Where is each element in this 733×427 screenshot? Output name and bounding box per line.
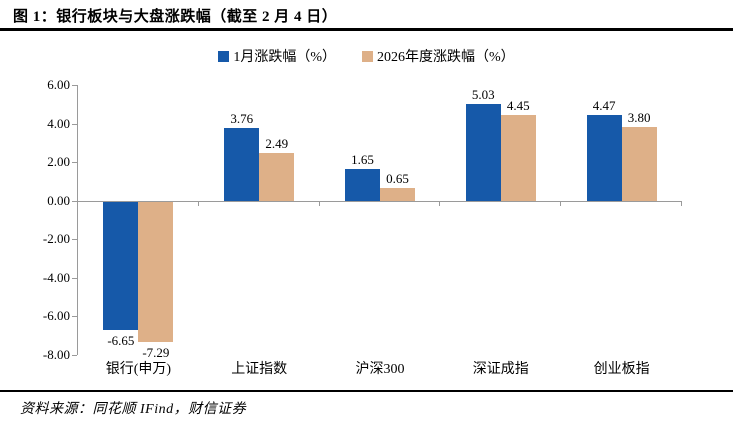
bar-value-label: 3.80 [627, 110, 651, 126]
bar-value-label: 4.45 [506, 97, 530, 113]
bar [345, 168, 380, 201]
x-axis-category-label: 深证成指 [472, 362, 529, 377]
x-axis-category-label: 银行(申万) [105, 362, 172, 377]
bar [621, 127, 657, 201]
y-axis-tick [72, 162, 77, 164]
bar-value-label: 4.47 [592, 97, 616, 113]
x-axis-category-label: 沪深300 [355, 362, 405, 377]
y-axis-tick-label: -2.00 [42, 231, 70, 247]
bar-value-label: -6.65 [107, 332, 135, 348]
legend-label: 1月涨跌幅（%） [233, 50, 336, 65]
bar-value-label: 0.65 [386, 171, 409, 187]
bar [259, 152, 295, 201]
y-axis-tick [72, 316, 77, 318]
bar [500, 114, 536, 201]
x-axis-tick [681, 200, 682, 206]
x-axis-tick [439, 200, 441, 206]
x-axis-tick [560, 200, 562, 206]
y-axis-tick-label: 2.00 [47, 154, 70, 170]
bar-value-label: 1.65 [351, 151, 374, 167]
x-axis-tick [318, 200, 320, 206]
x-axis-tick [197, 200, 199, 206]
source-note: 资料来源：同花顺 IFind，财信证券 [20, 402, 247, 417]
bar [138, 201, 174, 343]
legend-swatch-tan [362, 50, 373, 62]
y-axis-tick [72, 239, 77, 241]
chart-legend: 1月涨跌幅（%） 2026年度涨跌幅（%） [0, 46, 733, 66]
y-axis-tick-label: 0.00 [47, 192, 70, 208]
legend-swatch-blue [218, 50, 230, 62]
y-axis-tick-label: 6.00 [47, 77, 70, 92]
legend-item-month-change: 1月涨跌幅（%） [218, 46, 336, 66]
title-divider [0, 28, 733, 31]
y-axis-tick [72, 277, 77, 279]
legend-item-year-change: 2026年度涨跌幅（%） [362, 46, 515, 66]
figure-title: 图 1：银行板块与大盘涨跌幅（截至 2 月 4 日） [13, 9, 338, 25]
bar [586, 114, 622, 201]
y-axis-tick [72, 123, 77, 125]
y-axis-line [77, 85, 78, 355]
y-axis-tick [72, 85, 77, 86]
y-axis-tick-label: -8.00 [42, 347, 70, 362]
x-axis-category-label: 创业板指 [593, 362, 650, 377]
y-axis-tick-label: -6.00 [42, 308, 70, 324]
y-axis-tick [72, 200, 77, 202]
bar-value-label: 2.49 [265, 135, 289, 151]
bar-value-label: 3.76 [230, 111, 254, 127]
legend-label: 2026年度涨跌幅（%） [377, 50, 515, 65]
footer-divider [0, 390, 733, 392]
bar [465, 103, 501, 201]
y-axis-tick [72, 355, 77, 356]
bar-value-label: -7.29 [142, 345, 170, 361]
y-axis-tick-label: -4.00 [42, 269, 70, 285]
bar [380, 188, 415, 201]
zero-line [77, 200, 682, 202]
x-axis-category-label: 上证指数 [231, 362, 288, 377]
bar [103, 201, 139, 330]
bar [224, 128, 260, 201]
y-axis-tick-label: 4.00 [47, 115, 70, 131]
bar-value-label: 5.03 [471, 86, 495, 102]
